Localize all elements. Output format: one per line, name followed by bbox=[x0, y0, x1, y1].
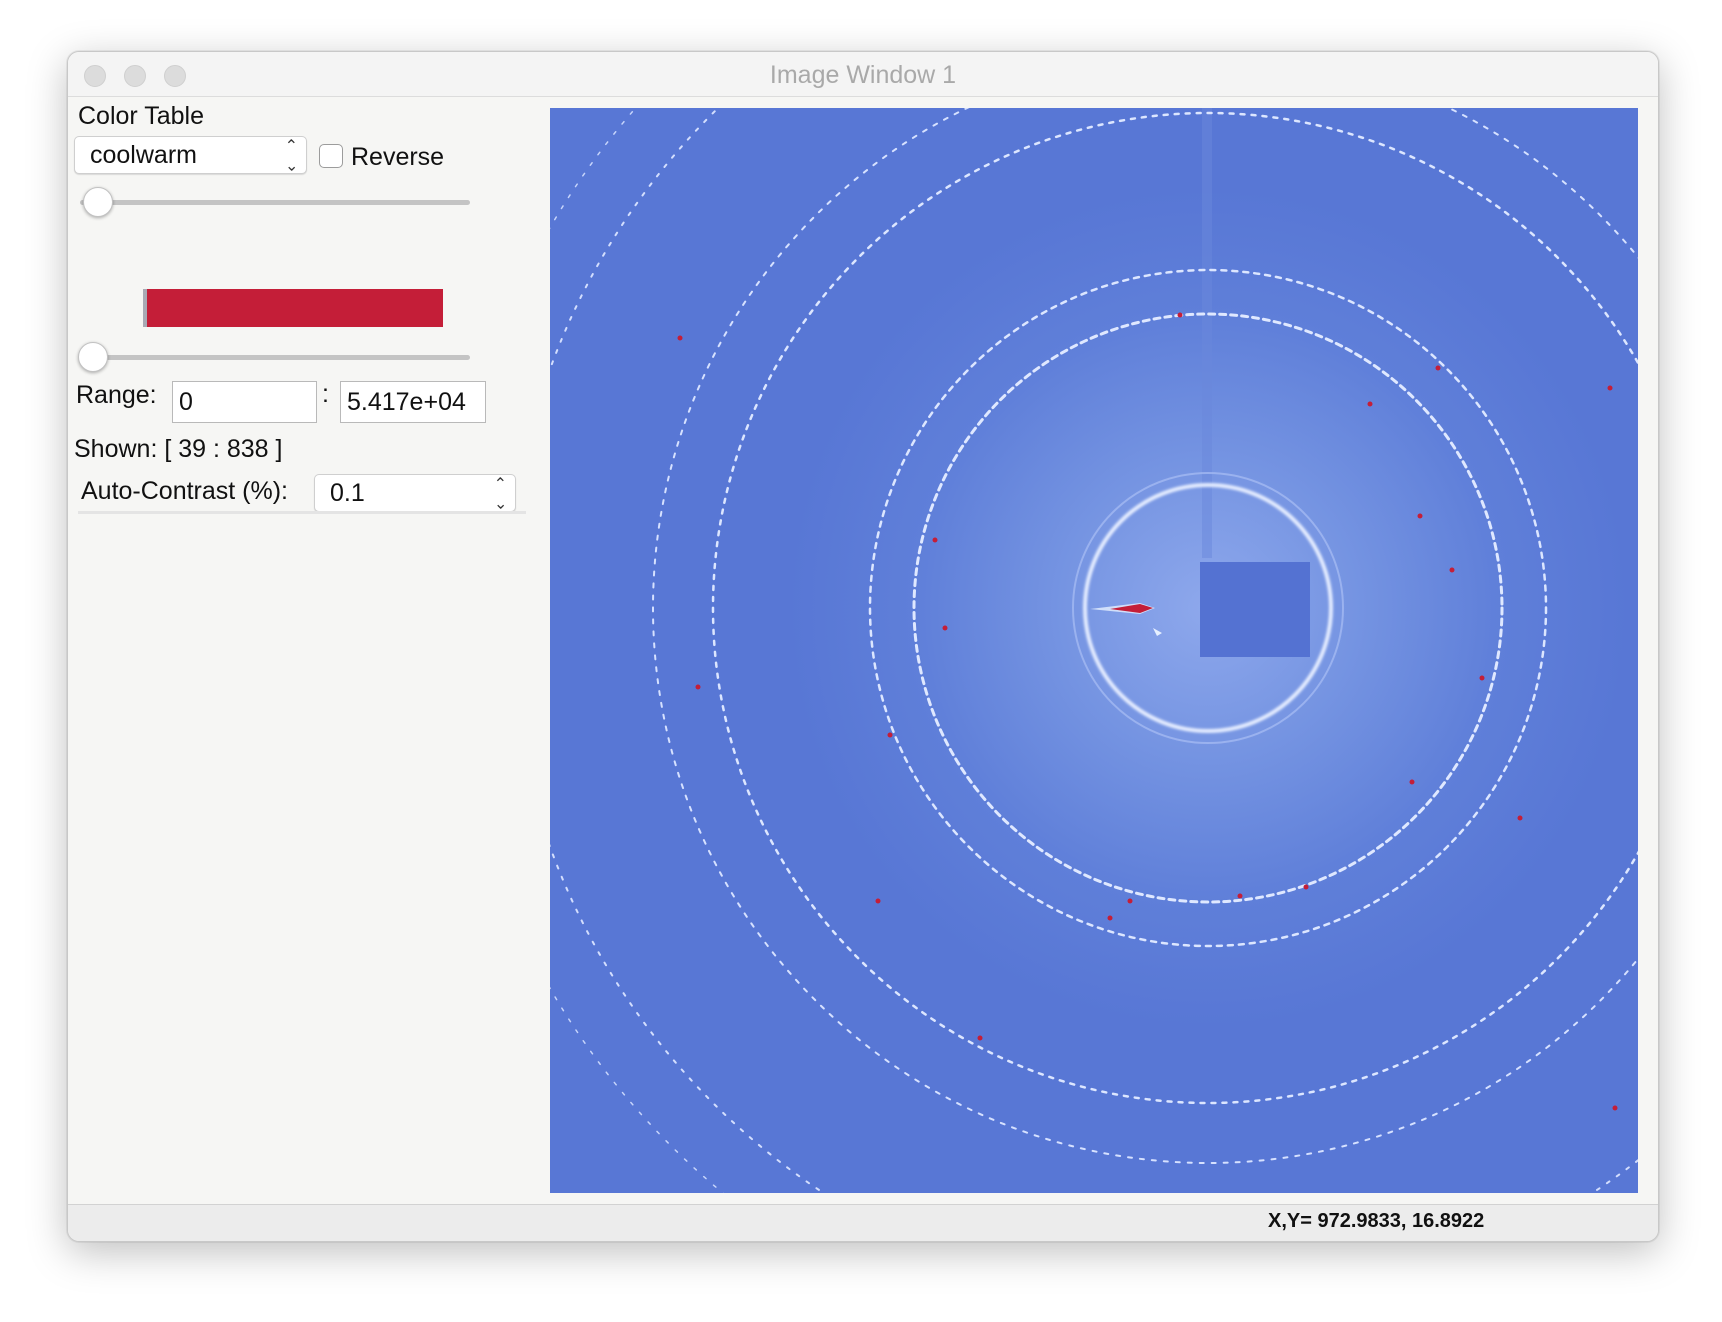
status-bar: X,Y= 972.9833, 16.8922 bbox=[68, 1204, 1658, 1241]
ring-2 bbox=[912, 312, 1504, 904]
ring-3 bbox=[868, 268, 1548, 948]
color-controls-panel: Color Table coolwarm ⌃ ⌃ Reverse Range: 0… bbox=[68, 97, 526, 1205]
shown-range-text: Shown: [ 39 : 838 ] bbox=[74, 435, 283, 463]
close-icon[interactable] bbox=[84, 65, 106, 87]
lower-slider-knob[interactable] bbox=[78, 342, 108, 372]
range-label: Range: bbox=[76, 381, 157, 409]
chevron-updown-icon: ⌃ ⌃ bbox=[493, 476, 507, 510]
upper-slider-track[interactable] bbox=[80, 200, 470, 205]
colormap-select[interactable]: coolwarm ⌃ ⌃ bbox=[74, 136, 307, 174]
colorbar-preview bbox=[143, 289, 443, 327]
beamstop-shadow bbox=[1202, 108, 1212, 558]
auto-contrast-select[interactable]: 0.1 ⌃ ⌃ bbox=[314, 474, 516, 512]
range-max-input[interactable]: 5.417e+04 bbox=[340, 381, 486, 423]
range-min-input[interactable]: 0 bbox=[172, 381, 317, 423]
ring-1-halo bbox=[1072, 472, 1344, 744]
ring-1 bbox=[1083, 483, 1333, 733]
chevron-updown-icon: ⌃ ⌃ bbox=[284, 138, 298, 172]
upper-slider-knob[interactable] bbox=[83, 187, 113, 217]
titlebar: Image Window 1 bbox=[68, 52, 1658, 97]
diffraction-image[interactable] bbox=[447, 52, 1658, 1241]
zoom-icon[interactable] bbox=[164, 65, 186, 87]
color-table-label: Color Table bbox=[78, 102, 205, 130]
reverse-checkbox[interactable] bbox=[319, 144, 343, 168]
auto-contrast-label: Auto-Contrast (%): bbox=[81, 477, 289, 505]
beam-artifact bbox=[1153, 628, 1162, 636]
colorbar-edge bbox=[143, 289, 147, 327]
beam-center-spot bbox=[1110, 604, 1153, 613]
colormap-select-value: coolwarm bbox=[90, 141, 197, 169]
minimize-icon[interactable] bbox=[124, 65, 146, 87]
ring-4 bbox=[711, 111, 1658, 1105]
diffraction-image-canvas[interactable] bbox=[447, 52, 1658, 1241]
image-window: Image Window 1 Color Table coolwarm ⌃ ⌃ R… bbox=[67, 51, 1659, 1242]
range-separator: : bbox=[322, 380, 329, 408]
reverse-label: Reverse bbox=[351, 143, 445, 171]
lower-slider-track[interactable] bbox=[80, 355, 470, 360]
window-title: Image Window 1 bbox=[769, 61, 957, 89]
panel-divider bbox=[78, 511, 526, 514]
cursor-coords: X,Y= 972.9833, 16.8922 bbox=[1268, 1210, 1485, 1232]
beamstop bbox=[1200, 562, 1310, 657]
auto-contrast-value: 0.1 bbox=[330, 479, 365, 507]
